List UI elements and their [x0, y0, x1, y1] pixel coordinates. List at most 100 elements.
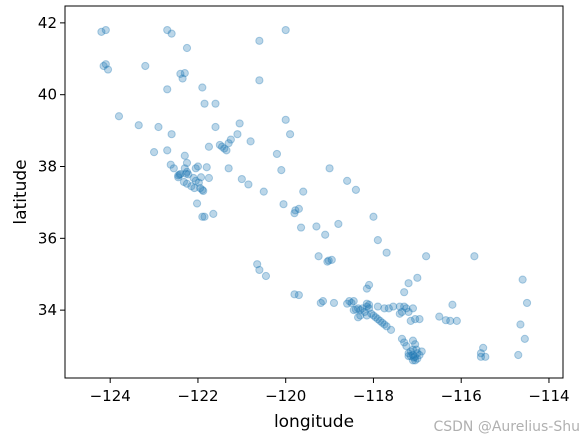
- point: [200, 99, 209, 108]
- point: [196, 183, 205, 193]
- point: [224, 139, 233, 148]
- point: [481, 352, 490, 361]
- point: [244, 180, 253, 189]
- point: [193, 162, 203, 171]
- point: [373, 315, 382, 324]
- point: [290, 290, 299, 299]
- point: [514, 350, 523, 360]
- point: [182, 43, 192, 53]
- point: [220, 144, 229, 153]
- point: [163, 146, 172, 155]
- point: [154, 122, 163, 132]
- point: [417, 347, 426, 356]
- point: [169, 164, 178, 173]
- x-tick-label: −118: [353, 387, 394, 405]
- point: [382, 248, 391, 257]
- point: [149, 148, 159, 157]
- point: [279, 200, 288, 209]
- point: [400, 288, 409, 297]
- point: [413, 273, 422, 282]
- point: [364, 304, 374, 313]
- point: [452, 316, 461, 326]
- point: [362, 311, 371, 320]
- y-tick-label: 40: [38, 86, 57, 104]
- point: [408, 345, 418, 354]
- point: [174, 173, 183, 182]
- point: [362, 284, 371, 293]
- point: [255, 265, 264, 275]
- y-tick-label: 38: [38, 158, 57, 176]
- point: [470, 252, 479, 261]
- point: [101, 25, 110, 35]
- point: [362, 302, 371, 311]
- point: [190, 183, 199, 193]
- point: [166, 160, 175, 169]
- point: [412, 345, 421, 354]
- point: [189, 173, 198, 183]
- point: [184, 170, 193, 179]
- point: [476, 352, 486, 361]
- point: [174, 171, 183, 180]
- point: [281, 25, 290, 35]
- point: [200, 212, 209, 221]
- point: [325, 164, 334, 173]
- point: [349, 297, 358, 306]
- point: [103, 65, 113, 74]
- y-tick-label: 42: [38, 14, 57, 32]
- point: [389, 302, 398, 311]
- point: [516, 320, 525, 329]
- point: [318, 297, 328, 306]
- point: [181, 169, 191, 178]
- point: [369, 311, 378, 320]
- point: [327, 255, 336, 264]
- point: [364, 280, 374, 290]
- point: [400, 302, 409, 311]
- point: [413, 354, 422, 363]
- point: [191, 164, 200, 173]
- point: [182, 167, 192, 176]
- point: [378, 318, 387, 327]
- point: [441, 316, 450, 325]
- point: [285, 130, 295, 139]
- point: [351, 185, 361, 194]
- point: [180, 69, 189, 78]
- point: [395, 302, 404, 311]
- point: [198, 83, 207, 92]
- point: [362, 299, 371, 308]
- point: [198, 212, 207, 221]
- point: [296, 223, 306, 232]
- plot-frame: [64, 5, 564, 379]
- point: [373, 302, 382, 311]
- point: [446, 316, 455, 326]
- point: [246, 137, 255, 146]
- point: [408, 304, 418, 313]
- point: [329, 298, 339, 308]
- point: [369, 212, 378, 221]
- point: [353, 304, 363, 313]
- point: [215, 140, 224, 150]
- point: [415, 315, 424, 324]
- point: [194, 178, 203, 187]
- x-tick-label: −116: [441, 387, 482, 405]
- point: [261, 271, 271, 281]
- point: [406, 316, 415, 326]
- point: [353, 313, 363, 322]
- point: [175, 170, 184, 179]
- point: [314, 252, 323, 261]
- point: [406, 351, 415, 361]
- point: [404, 351, 413, 361]
- point: [101, 60, 110, 69]
- point: [294, 290, 303, 300]
- point: [323, 257, 332, 266]
- point: [291, 206, 300, 215]
- point: [476, 349, 486, 358]
- x-tick-label: −122: [177, 387, 218, 405]
- point: [334, 219, 343, 229]
- point: [294, 204, 303, 213]
- point: [255, 76, 264, 85]
- point: [163, 85, 172, 94]
- point: [255, 36, 264, 45]
- point: [176, 69, 185, 78]
- point: [217, 142, 227, 151]
- point: [373, 236, 382, 245]
